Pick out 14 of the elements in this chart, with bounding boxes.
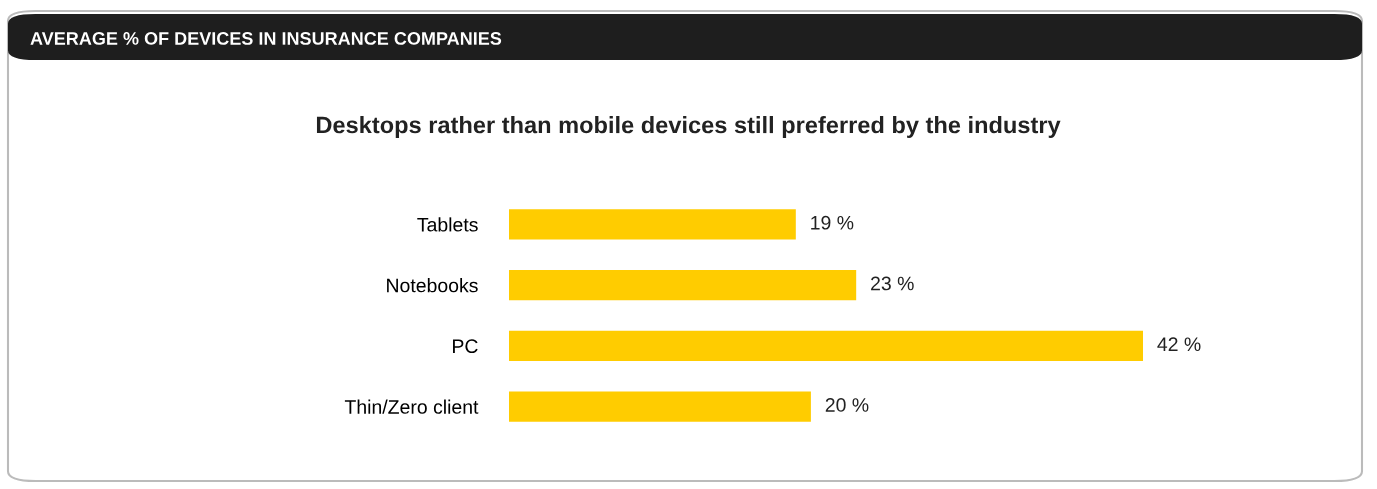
y-tick-label: Tablets [417, 217, 478, 232]
y-tick-label: Thin/Zero client [344, 399, 479, 414]
bar [509, 391, 811, 422]
data-label: 20 % [825, 398, 869, 412]
bar [509, 209, 796, 240]
data-label: 23 % [871, 276, 914, 291]
data-label: 42 % [1157, 337, 1201, 352]
bar [509, 269, 857, 301]
text: AVERAGE % OF DEVICES IN INSURANCE COMPANIES [30, 32, 502, 45]
y-tick-label: PC [453, 339, 478, 354]
y-tick-label: Notebooks [387, 278, 478, 293]
data-label: 19 % [811, 215, 854, 230]
chart-subtitle: Desktops rather than mobile devices still preferred by the industry [316, 116, 1061, 139]
bar [509, 330, 1143, 362]
